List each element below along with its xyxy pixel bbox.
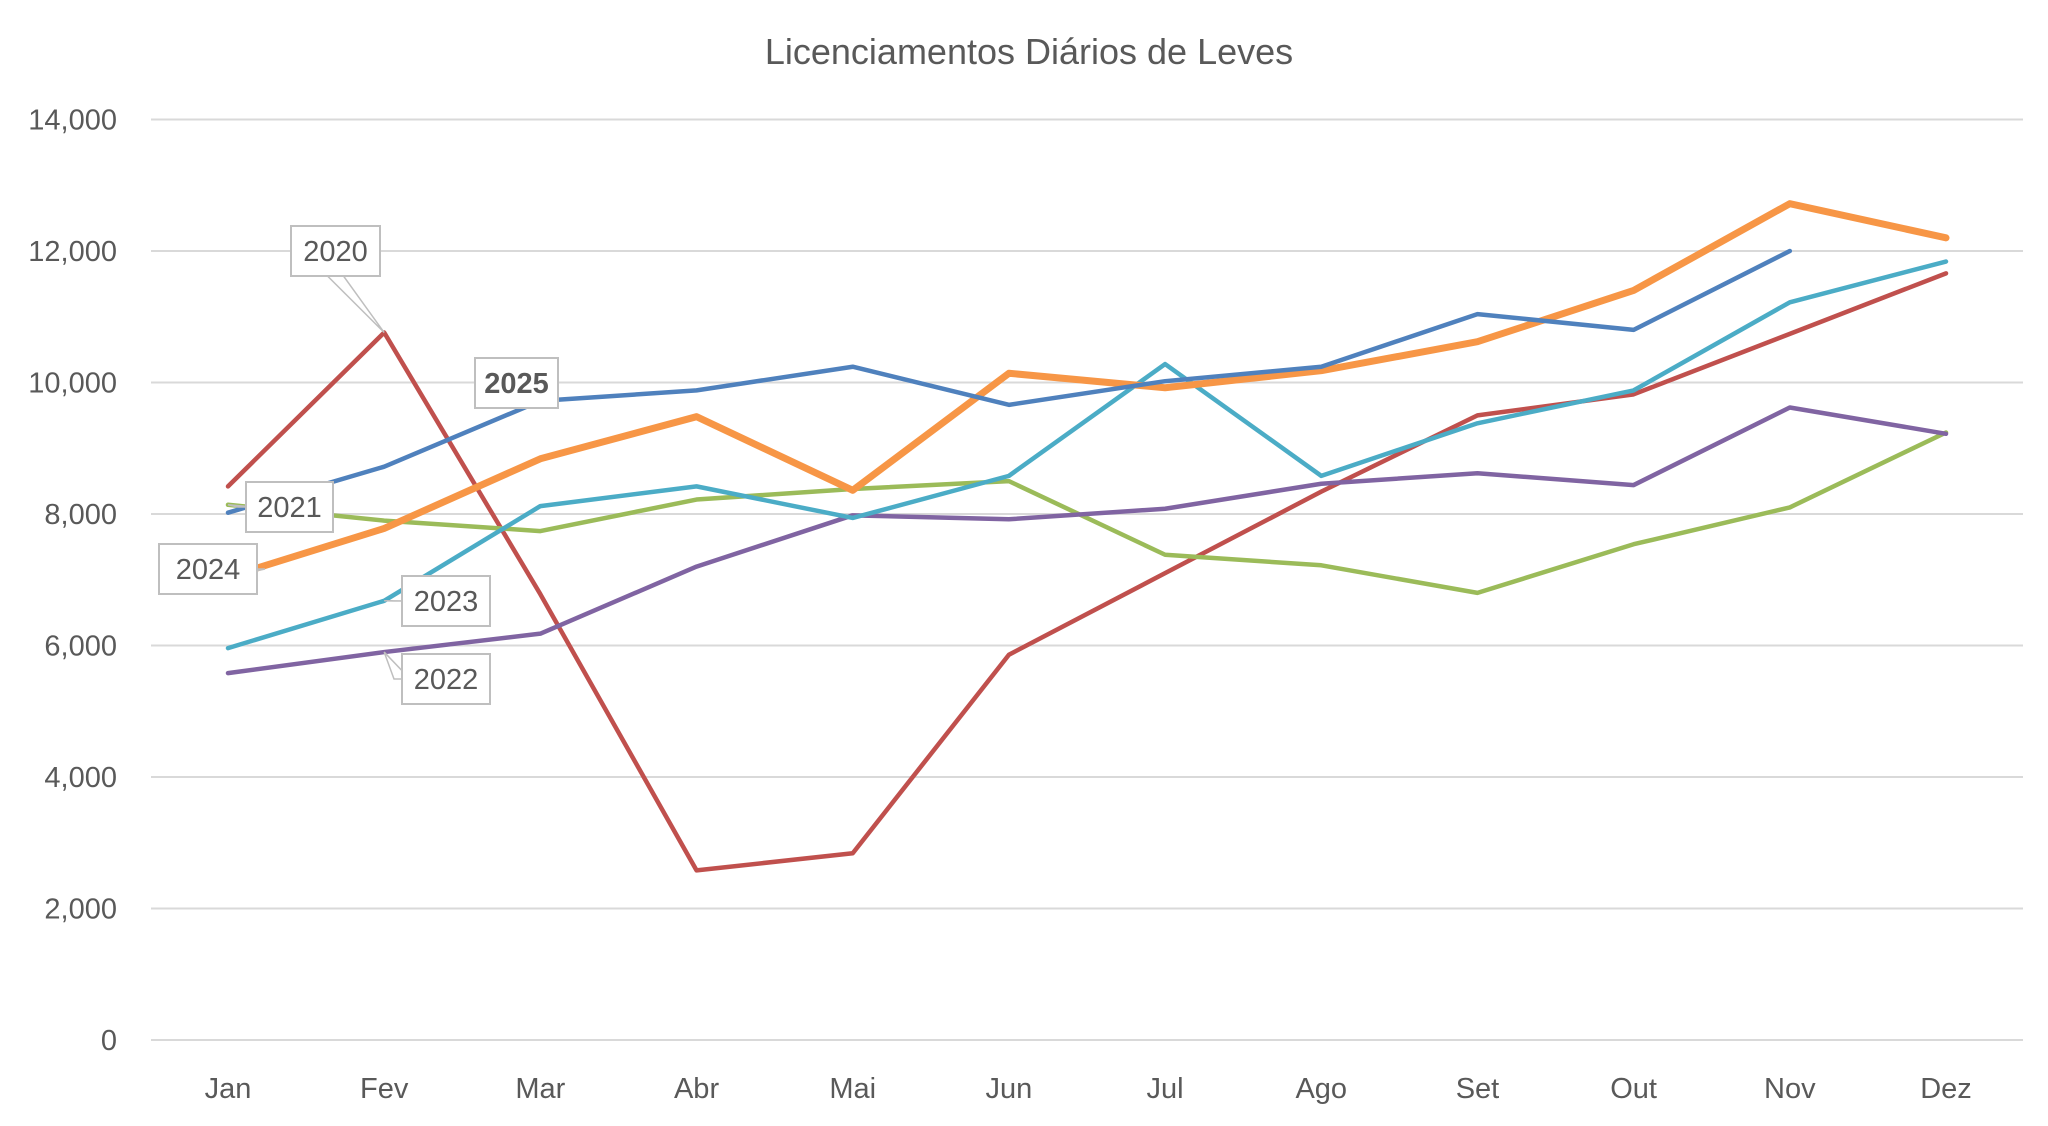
y-tick-label: 10,000 — [28, 368, 117, 400]
y-tick-label: 12,000 — [28, 236, 117, 268]
series-line-2023 — [225, 259, 1949, 651]
data-label-box — [401, 575, 491, 627]
label-leader — [325, 275, 385, 334]
y-tick-label: 2,000 — [44, 894, 117, 926]
y-tick-label: 8,000 — [44, 499, 117, 531]
x-tick-label: Jun — [986, 1073, 1033, 1105]
x-tick-label: Mar — [515, 1073, 565, 1105]
series-line-2021 — [225, 430, 1949, 596]
series-line-2024 — [224, 200, 1950, 581]
x-tick-label: Abr — [674, 1073, 719, 1105]
y-tick-label: 6,000 — [44, 631, 117, 663]
series-label-2023: 2023 — [414, 586, 479, 618]
series-label-2022: 2022 — [414, 664, 479, 696]
x-tick-label: Jan — [205, 1073, 252, 1105]
x-tick-label: Ago — [1295, 1073, 1347, 1105]
y-tick-label: 0 — [101, 1025, 117, 1057]
data-label-box — [474, 357, 559, 409]
series-label-2024: 2024 — [176, 554, 241, 586]
x-tick-label: Fev — [360, 1073, 409, 1105]
chart-title: Licenciamentos Diários de Leves — [765, 31, 1293, 72]
data-label-box — [158, 543, 258, 595]
y-tick-label: 4,000 — [44, 762, 117, 794]
series-label-2021: 2021 — [257, 492, 322, 524]
series-label-2025: 2025 — [484, 368, 549, 400]
x-tick-label: Mai — [829, 1073, 876, 1105]
x-tick-label: Nov — [1764, 1073, 1816, 1105]
data-label-box — [401, 653, 491, 705]
x-tick-label: Dez — [1920, 1073, 1972, 1105]
data-label-box — [290, 225, 381, 277]
x-tick-label: Set — [1456, 1073, 1500, 1105]
y-tick-label: 14,000 — [28, 105, 117, 137]
x-tick-label: Jul — [1147, 1073, 1184, 1105]
x-tick-label: Out — [1610, 1073, 1657, 1105]
series-line-2022 — [225, 405, 1949, 676]
series-line-2020 — [225, 271, 1949, 873]
data-label-box — [245, 481, 334, 533]
series-label-2020: 2020 — [303, 236, 368, 268]
